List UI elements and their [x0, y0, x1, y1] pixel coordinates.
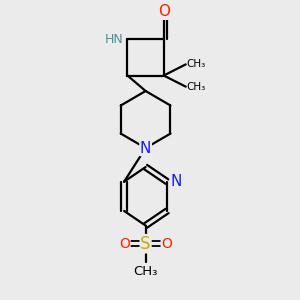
Text: O: O [161, 237, 172, 251]
Text: CH₃: CH₃ [134, 265, 158, 278]
Text: CH₃: CH₃ [187, 59, 206, 69]
Text: S: S [140, 235, 151, 253]
Text: N: N [170, 174, 182, 189]
Text: HN: HN [105, 33, 124, 46]
Text: O: O [119, 237, 130, 251]
Text: CH₃: CH₃ [187, 82, 206, 92]
Text: O: O [158, 4, 170, 19]
Text: N: N [140, 141, 151, 156]
